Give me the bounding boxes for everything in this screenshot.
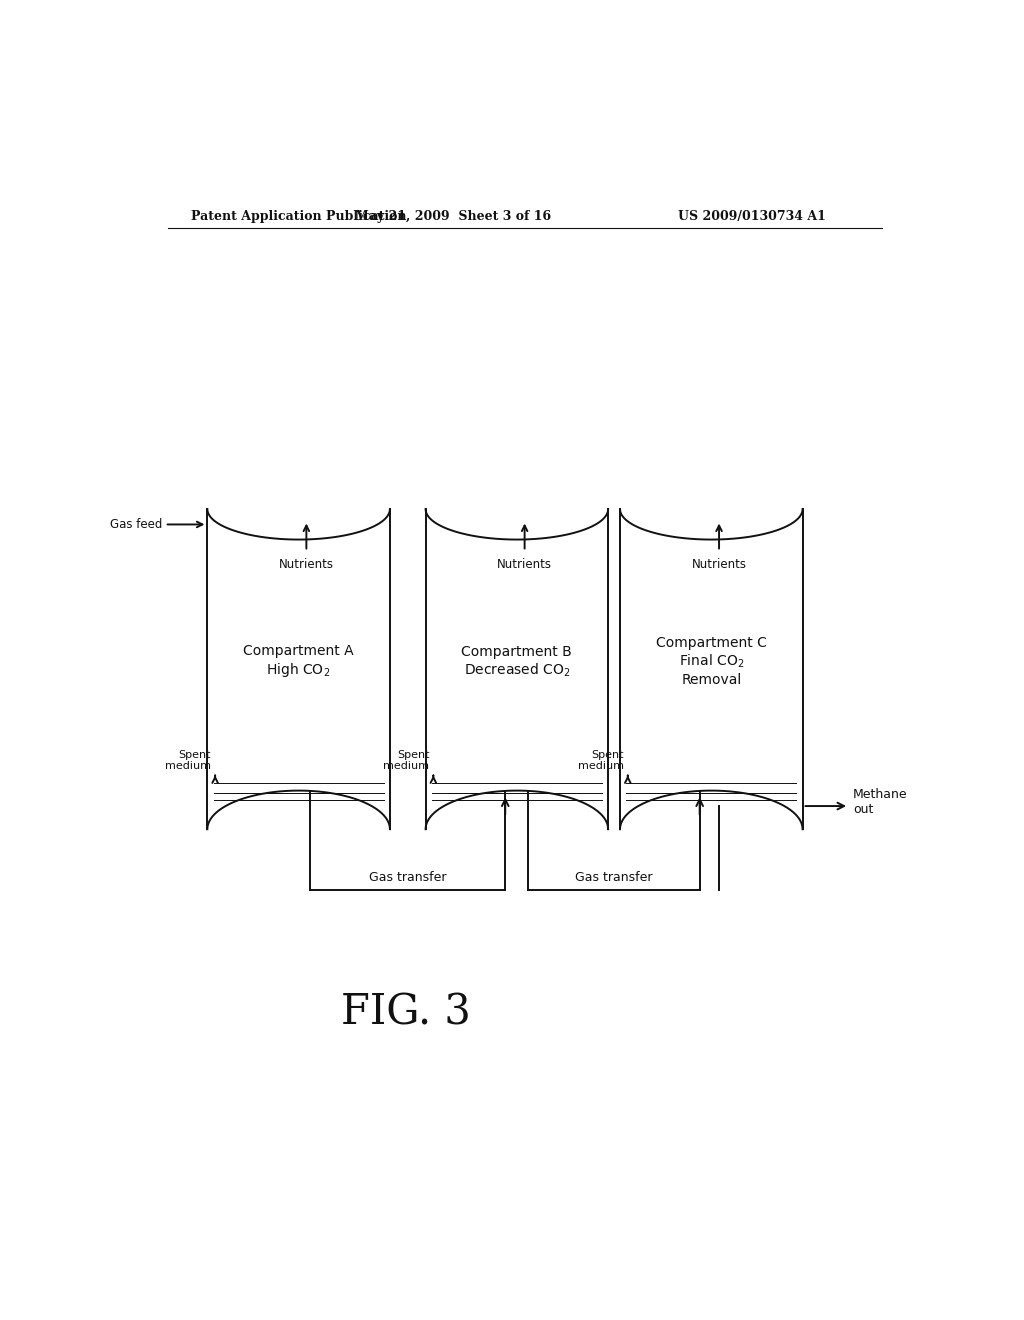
Text: Patent Application Publication: Patent Application Publication — [191, 210, 407, 223]
Text: Compartment C
Final CO$_2$
Removal: Compartment C Final CO$_2$ Removal — [655, 636, 767, 686]
Text: Nutrients: Nutrients — [497, 557, 552, 570]
Text: Nutrients: Nutrients — [691, 557, 746, 570]
Text: FIG. 3: FIG. 3 — [341, 991, 471, 1034]
Text: US 2009/0130734 A1: US 2009/0130734 A1 — [679, 210, 826, 223]
Text: Spent
medium: Spent medium — [165, 750, 211, 771]
Text: Gas transfer: Gas transfer — [575, 871, 653, 884]
Text: Gas feed: Gas feed — [110, 517, 163, 531]
Text: Spent
medium: Spent medium — [578, 750, 624, 771]
Text: Compartment A
High CO$_2$: Compartment A High CO$_2$ — [244, 644, 354, 678]
Text: Spent
medium: Spent medium — [383, 750, 429, 771]
Text: Compartment B
Decreased CO$_2$: Compartment B Decreased CO$_2$ — [462, 644, 572, 678]
Text: Gas transfer: Gas transfer — [369, 871, 446, 884]
Text: Nutrients: Nutrients — [279, 557, 334, 570]
Text: Methane
out: Methane out — [853, 788, 907, 816]
Text: May 21, 2009  Sheet 3 of 16: May 21, 2009 Sheet 3 of 16 — [355, 210, 552, 223]
